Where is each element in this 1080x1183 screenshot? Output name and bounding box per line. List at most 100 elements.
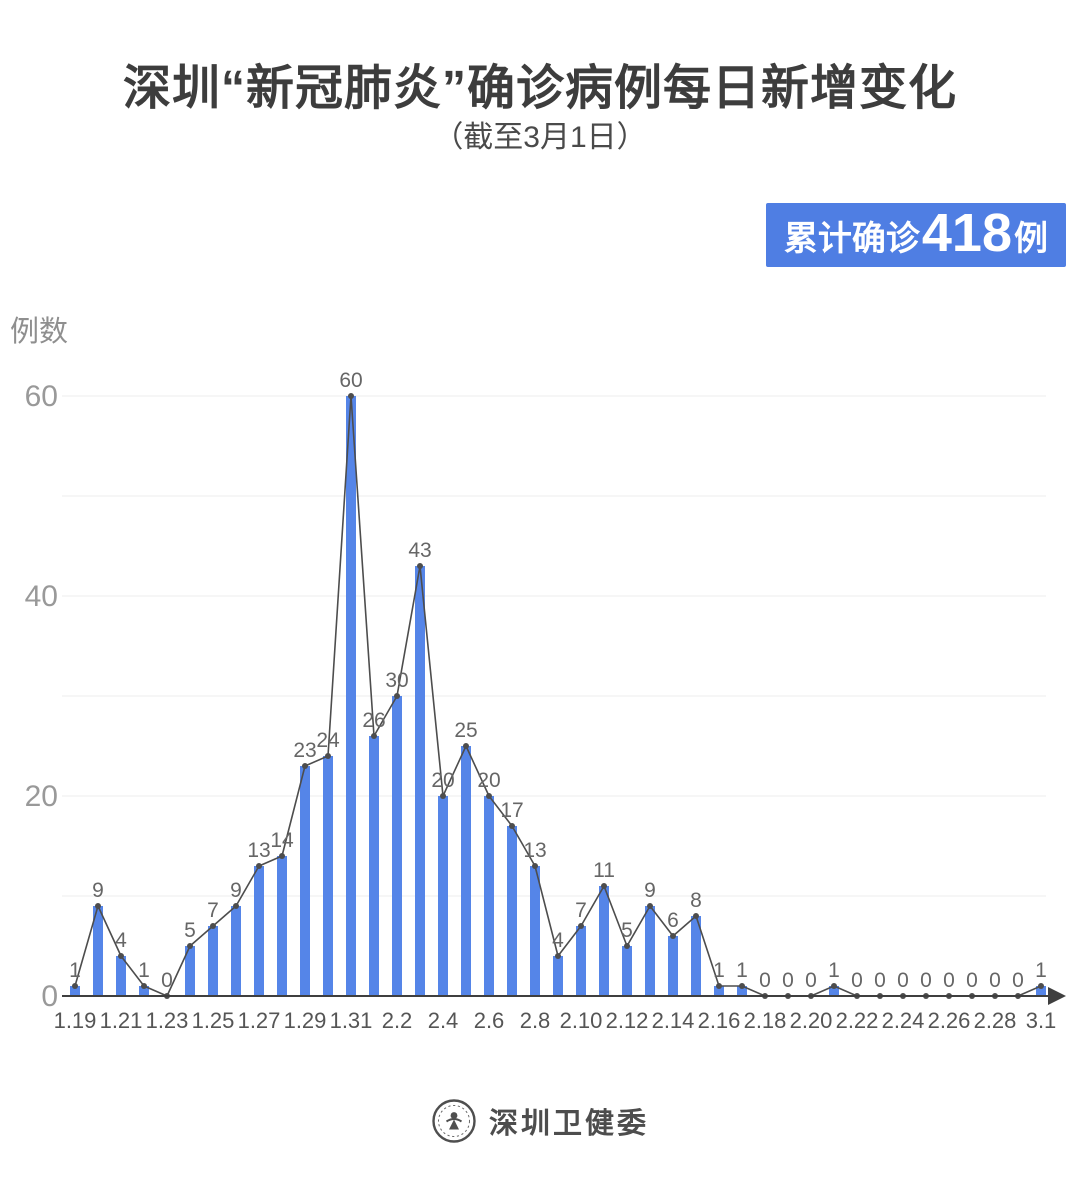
bar (530, 866, 540, 996)
point-marker (141, 983, 147, 989)
x-tick-label: 1.23 (146, 1008, 189, 1033)
data-label: 23 (293, 739, 316, 762)
bar (438, 796, 448, 996)
point-marker (210, 923, 216, 929)
data-label: 0 (161, 969, 173, 992)
data-label: 0 (966, 969, 978, 992)
bar (484, 796, 494, 996)
y-tick-label: 0 (41, 980, 58, 1013)
x-tick-label: 2.22 (836, 1008, 879, 1033)
data-label: 0 (851, 969, 863, 992)
data-label: 0 (989, 969, 1001, 992)
point-marker (348, 393, 354, 399)
bar (691, 916, 701, 996)
footer: 深圳卫健委 (0, 1098, 1080, 1144)
data-label: 0 (759, 969, 771, 992)
cumulative-total-badge: 累计确诊 418 例 (765, 203, 1066, 267)
daily-cases-chart: 0 20 40 60 1 9 4 1 0 5 7 9 13 14 23 24 60 26 30 43 20 25 20 17 1… (0, 340, 1080, 1040)
data-label: 0 (943, 969, 955, 992)
data-label: 43 (408, 539, 431, 562)
x-tick-label: 2.4 (428, 1008, 459, 1033)
x-tick-label: 1.25 (192, 1008, 235, 1033)
y-tick-label: 60 (25, 380, 58, 413)
data-label: 0 (897, 969, 909, 992)
point-marker (647, 903, 653, 909)
data-label: 0 (920, 969, 932, 992)
data-label: 26 (362, 709, 385, 732)
point-marker (739, 983, 745, 989)
point-marker (693, 913, 699, 919)
y-tick-label: 20 (25, 780, 58, 813)
point-marker (187, 943, 193, 949)
point-marker (302, 763, 308, 769)
bar (645, 906, 655, 996)
point-marker (601, 883, 607, 889)
x-tick-label: 2.2 (382, 1008, 413, 1033)
badge-suffix: 例 (1014, 219, 1048, 258)
chart-subtitle: （截至3月1日） (433, 121, 647, 154)
data-label: 30 (385, 669, 408, 692)
x-tick-label: 2.28 (974, 1008, 1017, 1033)
point-marker (1038, 983, 1044, 989)
point-marker (72, 983, 78, 989)
bar (461, 746, 471, 996)
data-label: 25 (454, 719, 477, 742)
data-label: 20 (431, 769, 454, 792)
x-tick-label: 2.18 (744, 1008, 787, 1033)
data-label: 1 (713, 959, 725, 982)
data-label: 1 (736, 959, 748, 982)
x-tick-label: 2.26 (928, 1008, 971, 1033)
point-marker (555, 953, 561, 959)
data-label: 6 (667, 909, 679, 932)
bar (93, 906, 103, 996)
data-label: 5 (621, 919, 633, 942)
bar (576, 926, 586, 996)
bar (323, 756, 333, 996)
x-tick-label: 1.19 (54, 1008, 97, 1033)
bar (599, 886, 609, 996)
data-label: 1 (138, 959, 150, 982)
bar (346, 396, 356, 996)
bar (553, 956, 563, 996)
point-marker (463, 743, 469, 749)
shenzhen-health-commission-logo-icon (432, 1099, 476, 1143)
point-marker (440, 793, 446, 799)
point-marker (670, 933, 676, 939)
point-marker (486, 793, 492, 799)
x-tick-label: 2.8 (520, 1008, 551, 1033)
bar (70, 986, 80, 996)
data-label: 9 (230, 879, 242, 902)
point-marker (716, 983, 722, 989)
point-marker (624, 943, 630, 949)
bar (116, 956, 126, 996)
point-marker (95, 903, 101, 909)
point-marker (578, 923, 584, 929)
data-label: 4 (552, 929, 564, 952)
data-label: 0 (1012, 969, 1024, 992)
data-label: 9 (92, 879, 104, 902)
point-marker (509, 823, 515, 829)
bar (300, 766, 310, 996)
data-label: 8 (690, 889, 702, 912)
data-label: 11 (593, 859, 615, 882)
y-tick-label: 40 (25, 580, 58, 613)
bar (392, 696, 402, 996)
data-label: 1 (828, 959, 840, 982)
x-tick-label: 1.31 (330, 1008, 373, 1033)
data-label: 5 (184, 919, 196, 942)
data-label: 7 (207, 899, 219, 922)
x-tick-label: 1.29 (284, 1008, 327, 1033)
x-tick-label: 3.1 (1026, 1008, 1057, 1033)
point-marker (256, 863, 262, 869)
bar (507, 826, 517, 996)
point-marker (371, 733, 377, 739)
data-label: 13 (523, 839, 546, 862)
data-label: 17 (500, 799, 523, 822)
bar (277, 856, 287, 996)
data-label: 60 (339, 369, 362, 392)
data-label: 9 (644, 879, 656, 902)
data-label: 0 (782, 969, 794, 992)
bar (714, 986, 724, 996)
bar (829, 986, 839, 996)
